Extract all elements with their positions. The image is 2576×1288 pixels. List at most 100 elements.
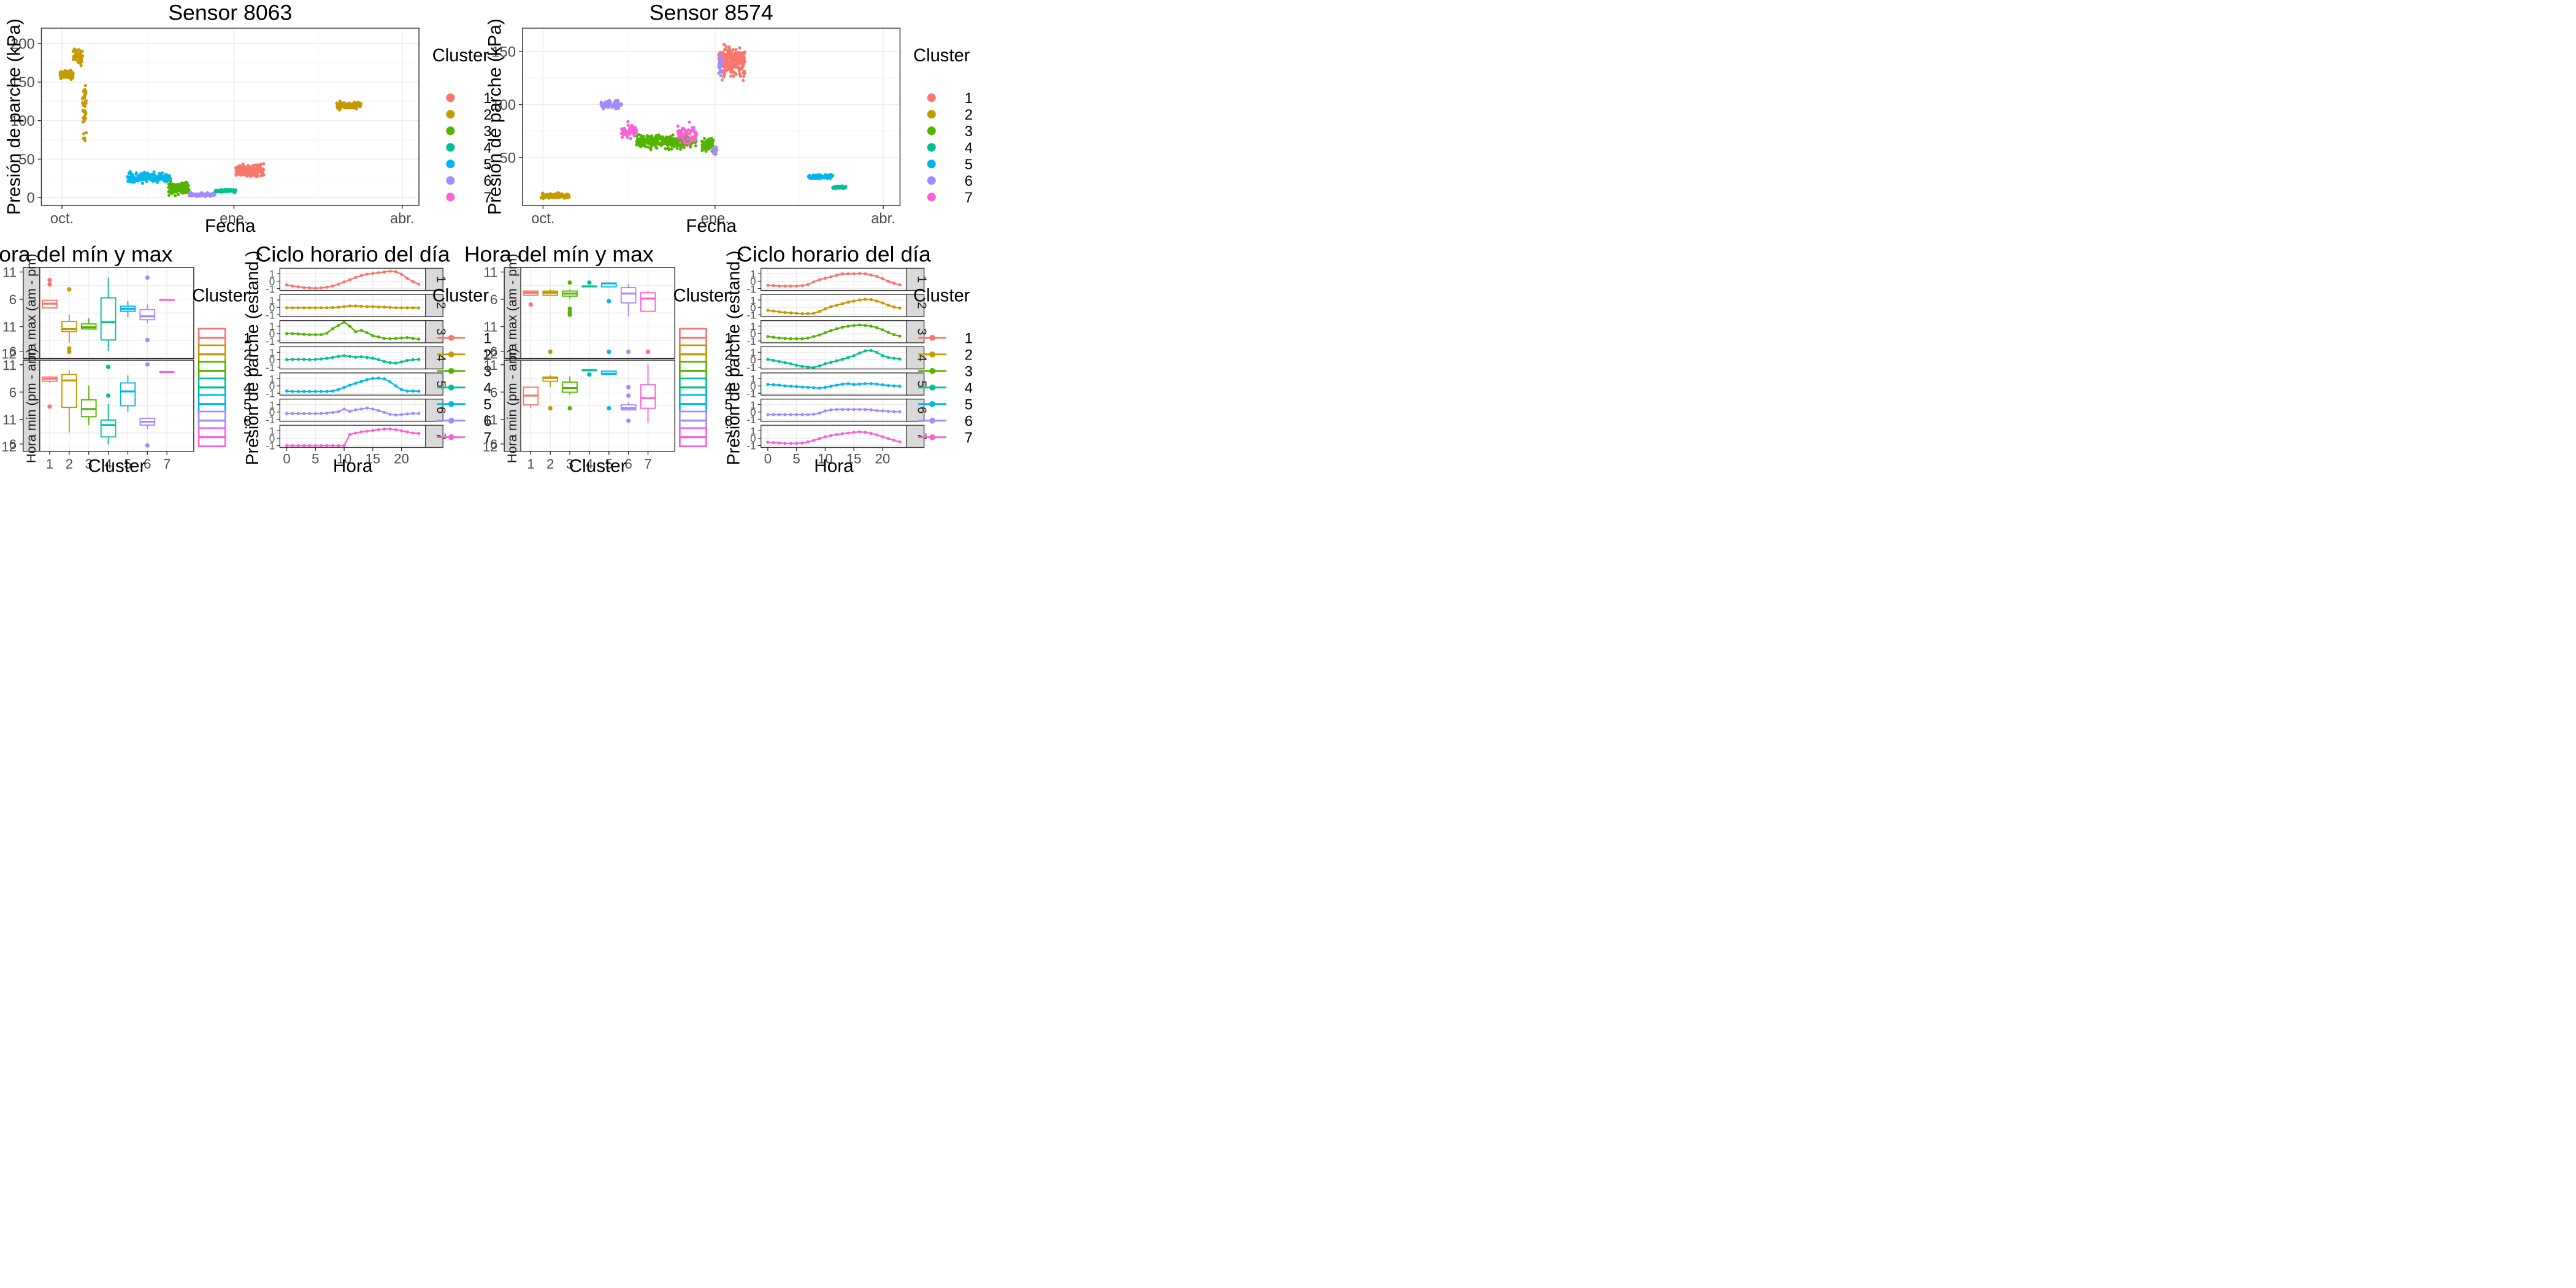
data-point [388,361,392,364]
legend-label: 3 [243,364,251,380]
facet-strip-label: 5 [434,380,448,387]
data-point [829,434,833,437]
data-point [388,412,392,416]
data-point [417,432,421,435]
data-point [686,137,689,141]
x-tick-label: 1 [46,456,53,472]
chart-title: Hora del mín y max [464,242,654,267]
data-point [778,359,781,364]
data-point [789,337,792,340]
data-point [626,123,630,127]
legend-item-7: 7 [927,190,973,206]
outlier-point [67,349,72,355]
data-point [331,305,334,309]
data-point [800,364,804,368]
data-point [331,284,334,288]
data-point [846,301,850,304]
data-point [285,306,289,310]
data-point [84,101,88,105]
legend-item-6: 6 [446,173,492,190]
data-point [382,359,386,364]
data-point [778,413,781,416]
data-point [869,432,873,435]
data-point [377,428,380,432]
data-point [80,59,83,64]
x-tick-label: 2 [66,456,73,472]
data-point [679,146,683,150]
data-point [723,73,726,77]
data-point [898,357,902,361]
data-point [655,146,659,150]
box-cluster-2 [542,289,559,355]
legend-item-2: 2 [437,347,492,364]
data-point [886,279,890,283]
data-point [823,385,827,389]
facet-strip-label: 6 [434,407,448,413]
box [120,382,136,407]
data-point [313,333,317,337]
data-point [365,331,369,335]
data-point [337,355,340,358]
legend-key [927,93,936,102]
legend-item-1: 1 [927,90,973,107]
data-point [783,284,787,288]
data-point [320,333,323,337]
data-point [812,280,816,284]
legend-key-point [929,384,935,391]
y-tick-label: 6 [490,344,497,359]
data-point [857,298,862,302]
legend-label: 3 [724,364,732,380]
series-cluster-7 [619,120,638,140]
data-point [724,47,727,51]
data-point [823,409,827,413]
facet-strip-label: 1 [915,276,929,283]
data-point [738,74,742,78]
data-point [676,125,680,128]
legend-key [446,176,455,185]
y-tick-label: 0 [269,407,275,418]
chart-title: Ciclo horario del día [737,242,931,267]
y-tick-label: 100 [10,113,35,129]
legend-label: 5 [243,397,251,413]
data-point [388,305,392,309]
series-cluster-1 [234,162,266,178]
data-point [743,60,747,64]
legend-label: 1 [724,331,732,347]
data-point [619,102,623,106]
data-point [302,412,306,415]
chart-s8574-ts: oct. ene. abr. 50 100 150 Sensor 8574 Fecha Pres… [485,0,973,236]
data-point [846,356,850,359]
data-point [325,389,329,393]
chart-s8063-cycle: Ciclo horario del día1-1012-1013-1014-10… [243,242,491,477]
data-point [772,359,775,362]
y-axis-title: Presión de parche (kPa) [4,18,24,215]
data-point [621,136,624,139]
x-axis-title: Cluster [88,456,145,477]
data-point [348,383,351,387]
data-point [835,359,838,362]
legend-key-point [448,334,454,341]
y-tick-label: 0 [750,276,756,288]
panel-border [522,28,901,206]
y-tick-label: 11 [483,358,497,373]
box-cluster-1 [523,386,539,408]
facet-strip-label: 4 [915,355,929,361]
facet-strip [906,267,925,291]
series-cluster-2 [335,99,363,112]
data-point [377,358,380,362]
chart-title: Hora del mín y max [0,242,173,267]
series-cluster-4 [213,188,238,194]
data-point [840,358,845,361]
data-point [82,132,85,136]
data-point [382,270,386,274]
data-point [285,358,289,362]
data-point [262,162,266,166]
data-point [818,310,821,313]
legend-label: 4 [965,380,973,397]
y-tick-label: 50 [500,150,516,166]
data-point [400,336,404,340]
panel-border [39,359,194,452]
data-point [881,354,884,358]
legend-label: 7 [243,430,251,447]
data-point [800,385,804,389]
